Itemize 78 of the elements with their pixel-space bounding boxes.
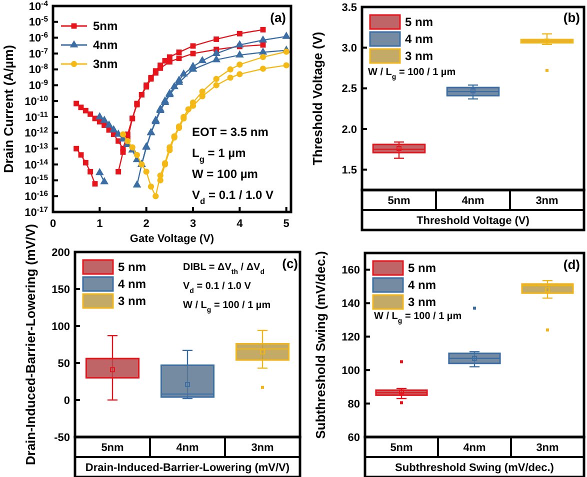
- y-tick-label: 10$^{-4}$: [28, 0, 49, 13]
- annotation: W / L$_{g}$ = 100 / 1 µm: [183, 300, 271, 314]
- y-tick-label: -50: [54, 432, 70, 444]
- x-tick-label: 4nm: [463, 442, 486, 454]
- annotation: (a): [270, 10, 286, 25]
- y-tick-label: 140: [342, 298, 360, 310]
- y-axis-title: Threshold Voltage (V): [310, 32, 325, 166]
- y-tick-label: 200: [52, 246, 70, 259]
- legend-label: 3 nm: [408, 295, 436, 310]
- y-tick-label: 100: [52, 320, 70, 333]
- y-tick-label: 10$^{-12}$: [24, 125, 48, 140]
- annotation: (d): [563, 257, 580, 272]
- x-axis-title: Subthreshold Swing (mV/dec.): [395, 462, 554, 474]
- y-tick-label: 10$^{-17}$: [24, 204, 48, 219]
- annotation: W / L$_{g}$ = 100 / 1 µm: [368, 67, 456, 80]
- y-tick-label: 10$^{-6}$: [28, 30, 48, 45]
- legend-label: 4 nm: [408, 278, 436, 292]
- annotation: EOT = 3.5 nm: [192, 125, 268, 139]
- y-tick-label: 80: [348, 398, 360, 410]
- y-axis-title: Subthreshold Swing (mV/dec.): [313, 251, 328, 439]
- y-tick-label: 10$^{-13}$: [24, 140, 48, 156]
- annotation: (c): [282, 256, 298, 271]
- y-tick-label: 100: [342, 364, 360, 377]
- y-tick-label: 0: [64, 394, 70, 407]
- x-tick-label: 1: [96, 218, 103, 230]
- x-tick-label: 2: [143, 218, 150, 230]
- x-tick-label: 3nm: [251, 442, 274, 454]
- legend-label: 4 nm: [118, 277, 146, 292]
- annotation: V$_{d}$ = 0.1 / 1.0 V: [192, 188, 274, 206]
- annotation: (b): [563, 10, 580, 25]
- annotation: V$_{d}$ = 0.1 / 1.0 V: [183, 281, 252, 294]
- x-tick-label: 4nm: [176, 442, 200, 454]
- y-tick-label: 10$^{-9}$: [28, 78, 48, 92]
- y-tick-label: 10$^{-14}$: [24, 156, 49, 172]
- y-tick-label: 10$^{-15}$: [24, 172, 49, 188]
- y-tick-label: 10$^{-11}$: [25, 109, 49, 124]
- y-tick-label: 10$^{-7}$: [28, 46, 48, 60]
- y-tick-label: 2.0: [342, 124, 357, 136]
- x-tick-label: 5nm: [101, 442, 124, 454]
- legend-label: 3nm: [93, 57, 118, 72]
- y-tick-label: 2.5: [342, 83, 357, 96]
- y-tick-label: 3.0: [342, 42, 357, 55]
- y-axis-title: Drain Current (A/µm): [1, 44, 16, 174]
- legend-label: 4 nm: [405, 32, 434, 46]
- x-tick-label: 4: [236, 218, 244, 230]
- y-tick-label: 120: [342, 331, 360, 344]
- y-tick-label: 10$^{-16}$: [24, 188, 48, 204]
- annotation: W / L$_{g}$ = 100 / 1 µm: [374, 311, 462, 324]
- x-tick-label: 4nm: [462, 195, 485, 207]
- y-axis-title: Drain-Induced-Barrier-Lowering (mV/V): [23, 224, 38, 466]
- x-axis-title: Gate Voltage (V): [130, 233, 214, 245]
- legend-label: 5 nm: [118, 260, 146, 274]
- x-tick-label: 5: [283, 218, 290, 230]
- y-tick-label: 10$^{-10}$: [24, 93, 48, 108]
- annotation: DIBL = ΔV$_{th}$ / ΔV$_{d}$: [183, 262, 264, 276]
- x-tick-label: 3: [190, 218, 196, 230]
- y-tick-label: 10$^{-8}$: [28, 62, 49, 76]
- x-tick-label: 5nm: [388, 195, 411, 207]
- x-tick-label: 3nm: [536, 195, 559, 207]
- legend-label: 3 nm: [118, 294, 146, 308]
- legend-label: 5nm: [93, 19, 118, 34]
- y-tick-label: 1.5: [342, 164, 357, 177]
- annotation: W = 100 µm: [192, 167, 258, 181]
- y-tick-label: 50: [58, 358, 70, 370]
- annotation: L$_{g}$ = 1 µm: [192, 146, 246, 164]
- x-tick-label: 3nm: [536, 442, 560, 454]
- y-tick-label: 3.5: [342, 2, 357, 14]
- x-axis-title: Drain-Induced-Barrier-Lowering (mV/V): [85, 462, 290, 474]
- legend-label: 5 nm: [405, 15, 434, 30]
- y-tick-label: 150: [52, 284, 70, 296]
- y-tick-label: 10$^{-5}$: [28, 14, 49, 29]
- legend-label: 3 nm: [405, 49, 434, 64]
- legend-label: 5 nm: [408, 261, 436, 276]
- x-tick-label: 5nm: [390, 442, 414, 454]
- y-tick-label: 160: [342, 264, 360, 277]
- y-tick-label: 60: [348, 432, 360, 444]
- legend-label: 4nm: [93, 38, 118, 52]
- x-axis-title: Threshold Voltage (V): [416, 215, 530, 227]
